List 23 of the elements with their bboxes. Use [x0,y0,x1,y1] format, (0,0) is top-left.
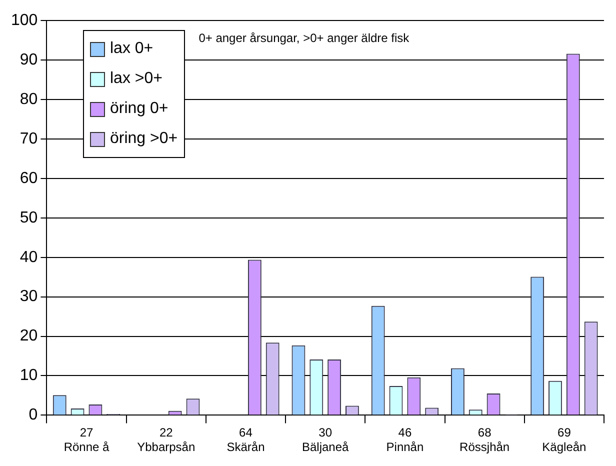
y-tick-label: 100 [10,12,38,30]
y-tick-label: 40 [20,248,38,266]
legend-label: lax >0+ [110,70,162,88]
y-tick-label: 0 [28,406,38,424]
x-tick-label: 22 Ybbarpsån [137,426,196,454]
x-tick-label: 68 Rössjhån [460,426,510,454]
y-tick-label: 30 [20,288,38,306]
y-tick-label: 60 [20,170,38,187]
y-tick-label: 20 [20,328,38,345]
x-tick-label: 64 Skärån [226,426,265,454]
legend-label: öring 0+ [110,100,168,118]
y-tick-label: 80 [20,90,38,108]
y-tick-label: 50 [20,209,38,226]
legend-label: öring >0+ [110,130,178,148]
x-tick-label: 46 Pinnån [386,426,424,454]
x-tick-label: 69 Kägleån [542,426,586,454]
x-tick-label: 30 Bäljaneå [302,426,350,454]
x-tick-label: 27 Rönne å [64,426,110,454]
y-tick-label: 10 [20,367,38,384]
legend-label: lax 0+ [110,40,154,58]
y-tick-label: 90 [20,51,38,68]
annotation: 0+ anger årsungar, >0+ anger äldre fisk [198,30,410,45]
y-tick-label: 70 [20,130,38,148]
